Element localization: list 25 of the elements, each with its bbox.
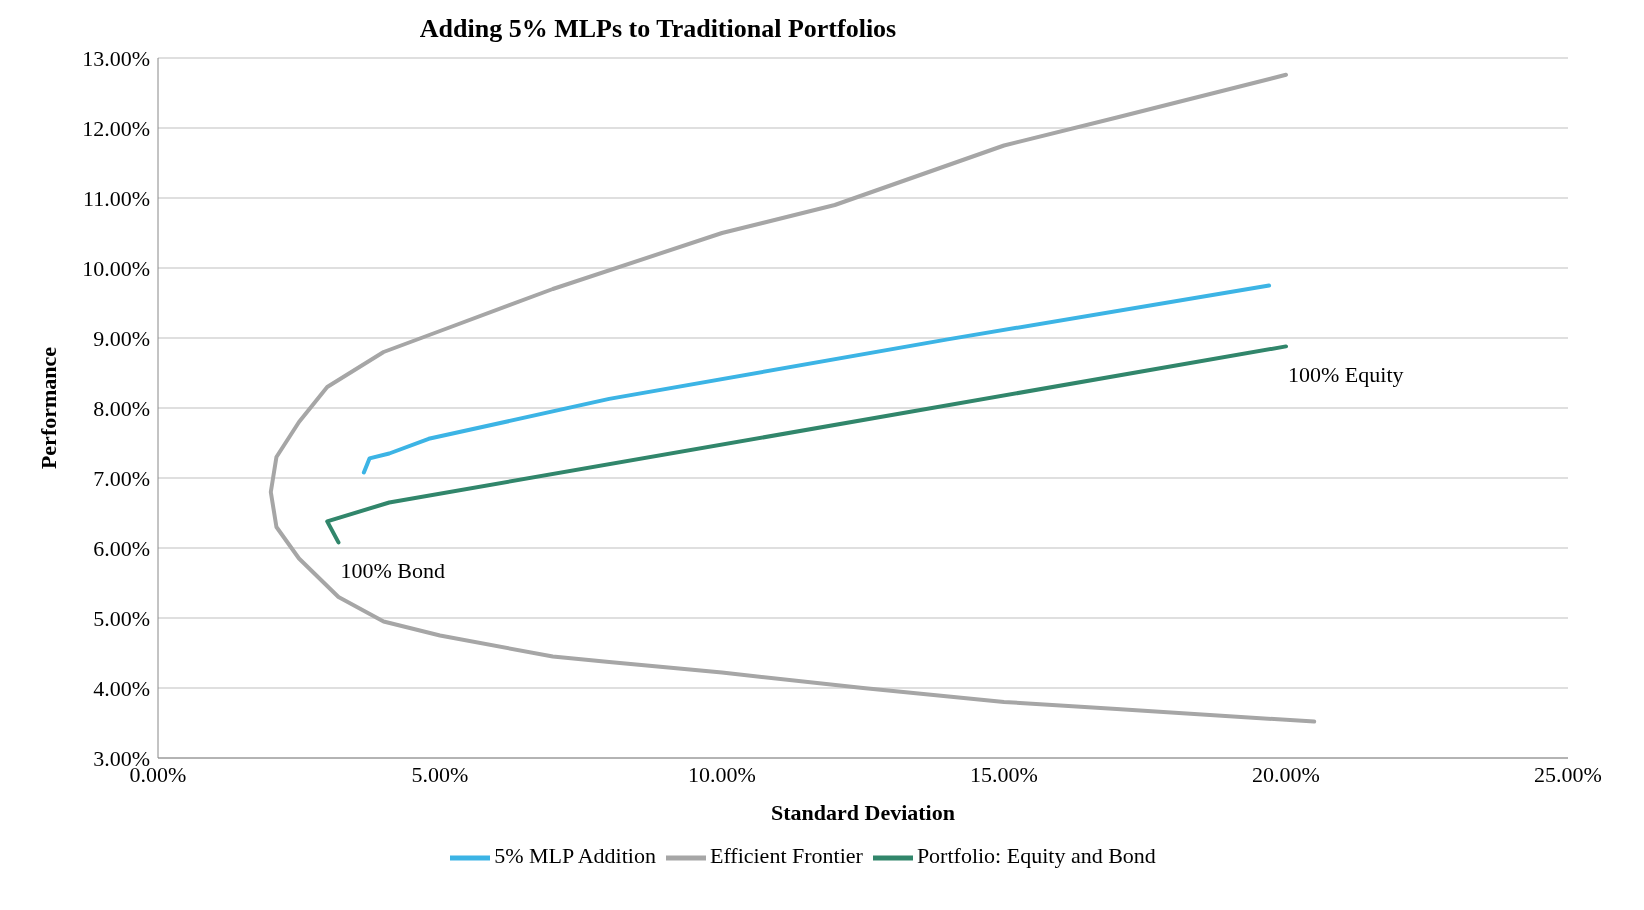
y-axis-title: Performance bbox=[35, 346, 61, 470]
y-tick-label: 10.00% bbox=[82, 255, 150, 281]
y-tick-label: 4.00% bbox=[93, 675, 150, 701]
x-tick-label: 25.00% bbox=[1534, 761, 1602, 787]
x-tick-label: 10.00% bbox=[688, 761, 756, 787]
chart-title: Adding 5% MLPs to Traditional Portfolios bbox=[418, 14, 898, 44]
annotation: 100% Equity bbox=[1288, 362, 1404, 388]
legend-label: Portfolio: Equity and Bond bbox=[916, 843, 1156, 869]
annotation: 100% Bond bbox=[340, 558, 445, 584]
y-tick-label: 12.00% bbox=[82, 115, 150, 141]
y-tick-label: 13.00% bbox=[82, 45, 150, 71]
line-series bbox=[361, 283, 1272, 475]
y-tick-label: 9.00% bbox=[93, 325, 150, 351]
y-tick-label: 5.00% bbox=[93, 605, 150, 631]
x-tick-label: 20.00% bbox=[1252, 761, 1320, 787]
y-tick-label: 11.00% bbox=[82, 185, 150, 211]
legend-label: Efficient Frontier bbox=[709, 843, 863, 869]
line-series bbox=[325, 344, 1288, 545]
y-tick-label: 7.00% bbox=[93, 465, 150, 491]
y-tick-label: 8.00% bbox=[93, 395, 150, 421]
legend-label: 5% MLP Addition bbox=[494, 843, 656, 869]
y-tick-label: 6.00% bbox=[93, 535, 150, 561]
x-tick-label: 15.00% bbox=[970, 761, 1038, 787]
x-tick-label: 5.00% bbox=[411, 761, 469, 787]
x-axis-title: Standard Deviation bbox=[771, 800, 955, 825]
